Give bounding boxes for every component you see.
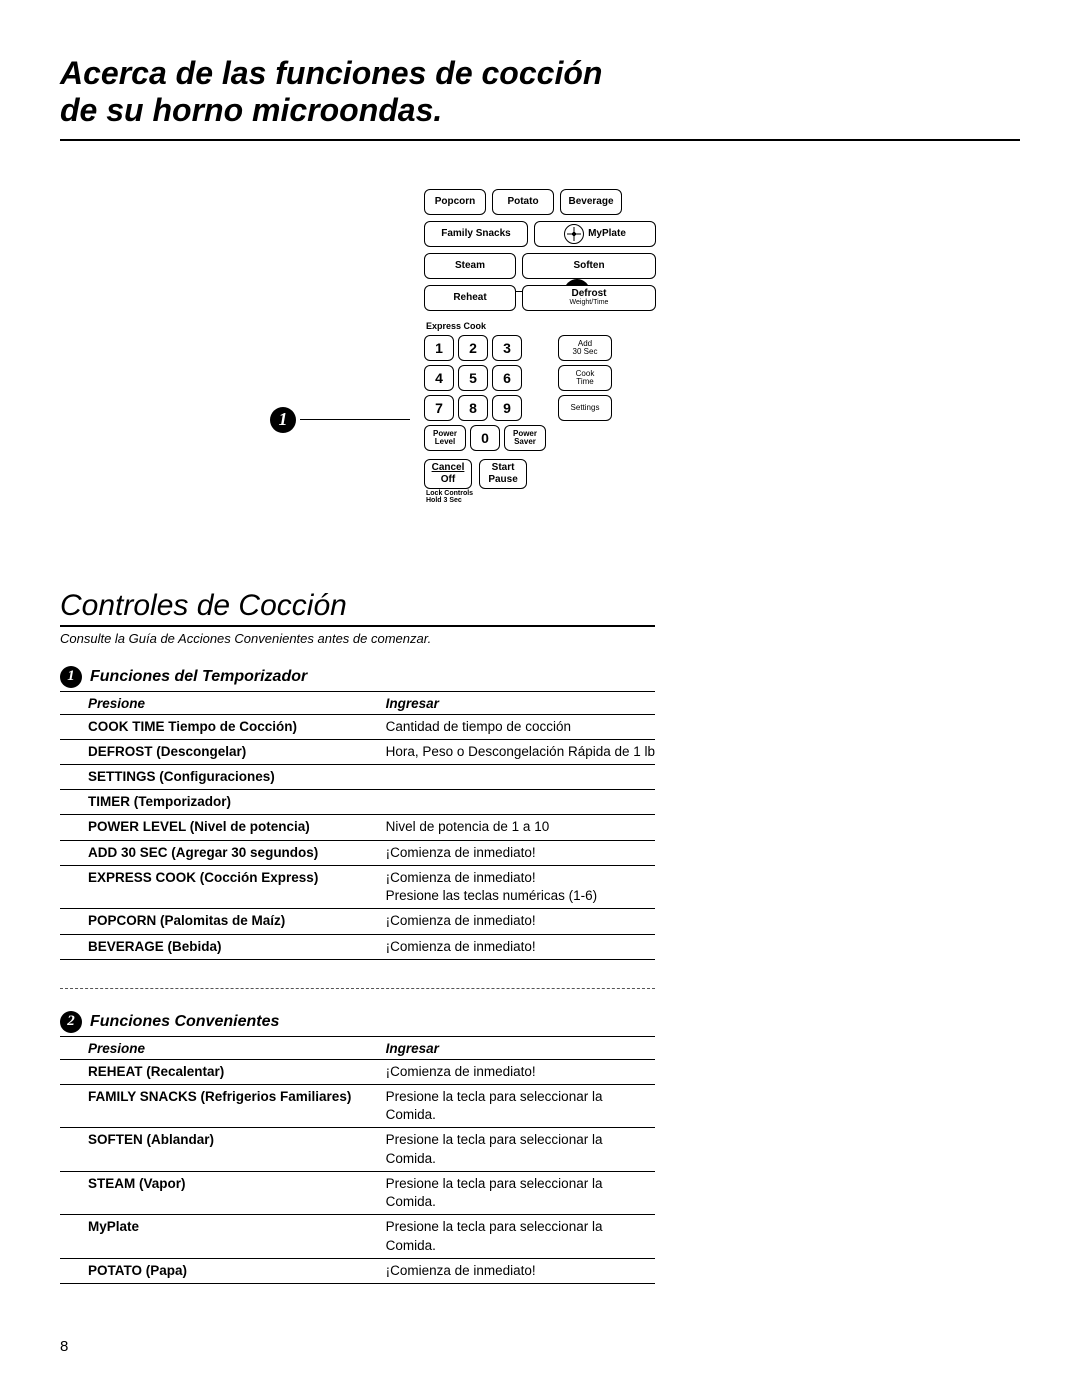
table-1-col-ingresar: Ingresar	[358, 692, 656, 715]
enter-cell: Presione la tecla para seleccionar la Co…	[358, 1085, 656, 1128]
table-row: STEAM (Vapor)Presione la tecla para sele…	[60, 1171, 655, 1214]
timer-functions-block: 1 Funciones del Temporizador Presione In…	[60, 666, 655, 960]
press-cell: COOK TIME Tiempo de Cocción)	[60, 714, 358, 739]
enter-cell: ¡Comienza de inmediato! Presione las tec…	[358, 865, 656, 908]
enter-cell: Cantidad de tiempo de cocción	[358, 714, 656, 739]
press-cell: REHEAT (Recalentar)	[60, 1059, 358, 1084]
defrost-button: DefrostWeight/Time	[522, 285, 656, 311]
popcorn-button: Popcorn	[424, 189, 486, 215]
enter-cell: Presione la tecla para seleccionar la Co…	[358, 1171, 656, 1214]
table-1-badge: 1	[60, 666, 82, 688]
table-1-col-presione: Presione	[60, 692, 358, 715]
press-cell: SOFTEN (Ablandar)	[60, 1128, 358, 1171]
enter-cell	[358, 765, 656, 790]
table-row: MyPlatePresione la tecla para selecciona…	[60, 1215, 655, 1258]
soften-button: Soften	[522, 253, 656, 279]
section-divider	[60, 988, 655, 989]
section-heading: Controles de Cocción	[60, 589, 655, 627]
keypad-8: 8	[458, 395, 488, 421]
keypad-1: 1	[424, 335, 454, 361]
enter-cell: ¡Comienza de inmediato!	[358, 840, 656, 865]
table-row: COOK TIME Tiempo de Cocción)Cantidad de …	[60, 714, 655, 739]
myplate-button: MyPlate	[534, 221, 656, 247]
enter-cell: ¡Comienza de inmediato!	[358, 934, 656, 959]
beverage-button: Beverage	[560, 189, 622, 215]
press-cell: ADD 30 SEC (Agregar 30 segundos)	[60, 840, 358, 865]
enter-cell: ¡Comienza de inmediato!	[358, 1258, 656, 1283]
enter-cell: Presione la tecla para seleccionar la Co…	[358, 1215, 656, 1258]
microwave-panel: Popcorn Potato Beverage Family Snacks My…	[424, 189, 656, 505]
timer-functions-table: Presione Ingresar COOK TIME Tiempo de Co…	[60, 692, 655, 960]
table-2-col-ingresar: Ingresar	[358, 1037, 656, 1060]
press-cell: BEVERAGE (Bebida)	[60, 934, 358, 959]
convenient-functions-table: Presione Ingresar REHEAT (Recalentar)¡Co…	[60, 1037, 655, 1284]
table-row: FAMILY SNACKS (Refrigerios Familiares)Pr…	[60, 1085, 655, 1128]
press-cell: STEAM (Vapor)	[60, 1171, 358, 1214]
settings-button: Settings	[558, 395, 612, 421]
table-2-title: Funciones Convenientes	[90, 1013, 279, 1031]
press-cell: SETTINGS (Configuraciones)	[60, 765, 358, 790]
cook-time-button: CookTime	[558, 365, 612, 391]
enter-cell: Presione la tecla para seleccionar la Co…	[358, 1128, 656, 1171]
page-title: Acerca de las funciones de cocción de su…	[60, 55, 1020, 141]
table-row: SOFTEN (Ablandar)Presione la tecla para …	[60, 1128, 655, 1171]
convenient-functions-block: 2 Funciones Convenientes Presione Ingres…	[60, 1011, 655, 1284]
press-cell: POPCORN (Palomitas de Maíz)	[60, 909, 358, 934]
keypad-5: 5	[458, 365, 488, 391]
power-saver-button: PowerSaver	[504, 425, 546, 451]
table-row: BEVERAGE (Bebida)¡Comienza de inmediato!	[60, 934, 655, 959]
keypad-3: 3	[492, 335, 522, 361]
table-2-badge: 2	[60, 1011, 82, 1033]
table-row: POWER LEVEL (Nivel de potencia)Nivel de …	[60, 815, 655, 840]
table-row: TIMER (Temporizador)	[60, 790, 655, 815]
keypad-7: 7	[424, 395, 454, 421]
press-cell: FAMILY SNACKS (Refrigerios Familiares)	[60, 1085, 358, 1128]
enter-cell: ¡Comienza de inmediato!	[358, 1059, 656, 1084]
lock-controls-label: Lock ControlsHold 3 Sec	[424, 490, 473, 505]
table-row: POPCORN (Palomitas de Maíz)¡Comienza de …	[60, 909, 655, 934]
keypad-2: 2	[458, 335, 488, 361]
steam-button: Steam	[424, 253, 516, 279]
title-line-2: de su horno microondas.	[60, 92, 1020, 129]
title-line-1: Acerca de las funciones de cocción	[60, 55, 1020, 92]
keypad-0: 0	[470, 425, 500, 451]
table-row: ADD 30 SEC (Agregar 30 segundos)¡Comienz…	[60, 840, 655, 865]
press-cell: POTATO (Papa)	[60, 1258, 358, 1283]
family-snacks-button: Family Snacks	[424, 221, 528, 247]
enter-cell: Nivel de potencia de 1 a 10	[358, 815, 656, 840]
enter-cell: Hora, Peso o Descongelación Rápida de 1 …	[358, 739, 656, 764]
enter-cell: ¡Comienza de inmediato!	[358, 909, 656, 934]
keypad-9: 9	[492, 395, 522, 421]
guide-note: Consulte la Guía de Acciones Conveniente…	[60, 631, 1020, 646]
keypad-4: 4	[424, 365, 454, 391]
power-level-button: PowerLevel	[424, 425, 466, 451]
press-cell: TIMER (Temporizador)	[60, 790, 358, 815]
press-cell: DEFROST (Descongelar)	[60, 739, 358, 764]
potato-button: Potato	[492, 189, 554, 215]
table-row: POTATO (Papa)¡Comienza de inmediato!	[60, 1258, 655, 1283]
control-panel-diagram: 1 2 Popcorn Potato Beverage Family Snack…	[60, 189, 1020, 579]
table-row: EXPRESS COOK (Cocción Express)¡Comienza …	[60, 865, 655, 908]
press-cell: MyPlate	[60, 1215, 358, 1258]
table-1-title: Funciones del Temporizador	[90, 668, 307, 686]
table-row: REHEAT (Recalentar)¡Comienza de inmediat…	[60, 1059, 655, 1084]
callout-badge-1: 1	[270, 407, 296, 433]
cancel-off-button: CancelOff	[424, 459, 472, 489]
page-number: 8	[60, 1338, 68, 1355]
enter-cell	[358, 790, 656, 815]
callout-line-1	[300, 419, 410, 421]
table-2-col-presione: Presione	[60, 1037, 358, 1060]
myplate-icon	[564, 224, 584, 244]
keypad-6: 6	[492, 365, 522, 391]
press-cell: EXPRESS COOK (Cocción Express)	[60, 865, 358, 908]
table-row: SETTINGS (Configuraciones)	[60, 765, 655, 790]
table-row: DEFROST (Descongelar)Hora, Peso o Descon…	[60, 739, 655, 764]
reheat-button: Reheat	[424, 285, 516, 311]
add-30-sec-button: Add30 Sec	[558, 335, 612, 361]
press-cell: POWER LEVEL (Nivel de potencia)	[60, 815, 358, 840]
start-pause-button: StartPause	[479, 459, 527, 489]
express-cook-label: Express Cook	[424, 321, 656, 331]
